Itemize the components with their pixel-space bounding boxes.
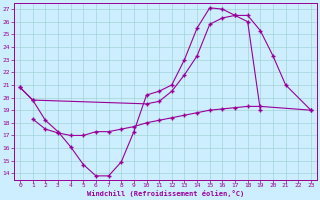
X-axis label: Windchill (Refroidissement éolien,°C): Windchill (Refroidissement éolien,°C): [87, 190, 244, 197]
